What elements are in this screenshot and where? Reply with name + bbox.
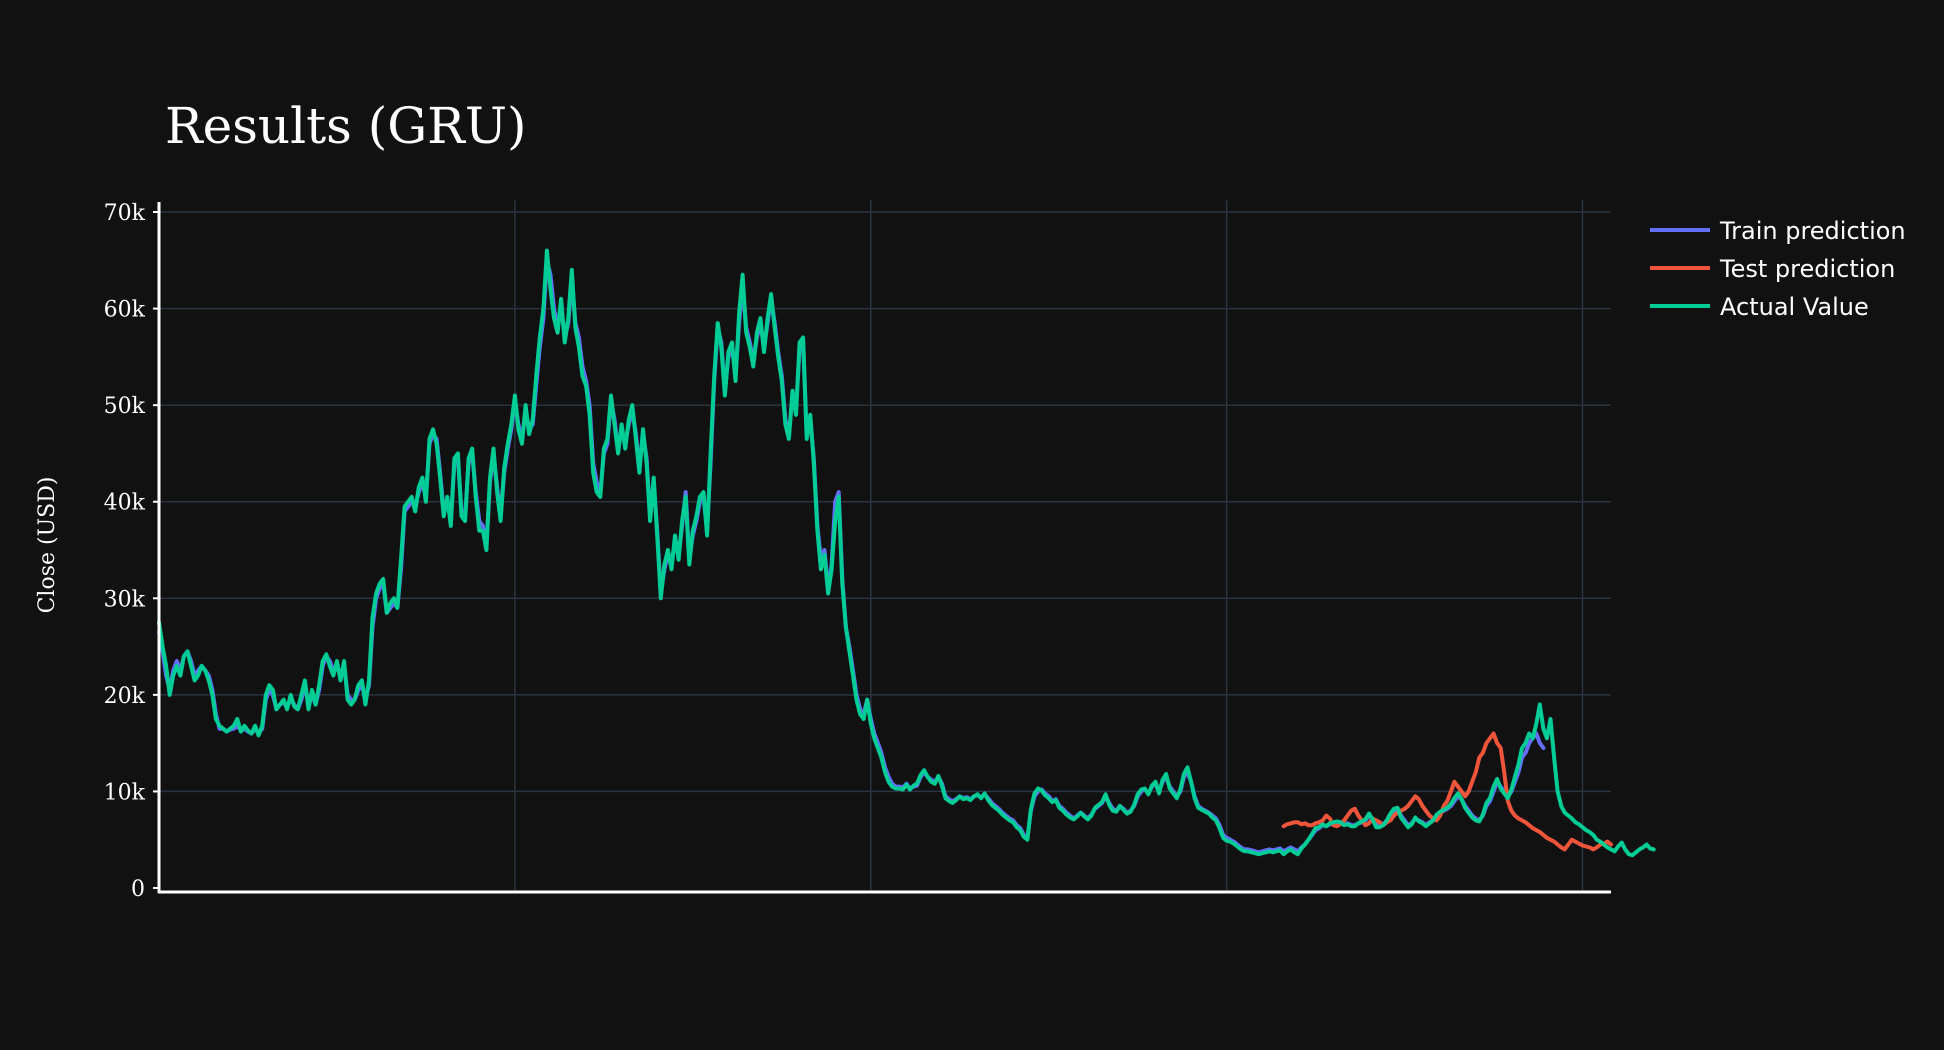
series-lines [157,248,1656,858]
series-line-test-prediction [1281,731,1613,852]
y-tick-label: 60k [104,298,146,323]
legend-label: Train prediction [1719,217,1906,245]
y-tick-label: 0 [131,877,145,902]
legend-item-test-prediction[interactable]: Test prediction [1650,255,1895,283]
series-line-actual-value [157,248,1656,858]
y-tick-label: 70k [104,201,146,226]
y-tick-label: 20k [104,684,146,709]
series-line-train-prediction [157,258,1546,855]
gridlines [159,200,1611,892]
legend-label: Actual Value [1720,293,1869,321]
legend: Train prediction Test prediction Actual Va… [1650,217,1906,321]
y-tick-label: 50k [104,394,146,419]
legend-label: Test prediction [1719,255,1895,283]
chart-title: Results (GRU) [165,97,526,155]
legend-item-train-prediction[interactable]: Train prediction [1650,217,1906,245]
y-tick-label: 40k [104,491,146,516]
y-tick-label: 10k [104,780,146,805]
y-axis-ticks: 0 10k 20k 30k 40k 50k 60k 70k [104,201,159,902]
legend-item-actual-value[interactable]: Actual Value [1650,293,1869,321]
y-tick-label: 30k [104,587,146,612]
y-axis-title: Close (USD) [35,477,60,614]
